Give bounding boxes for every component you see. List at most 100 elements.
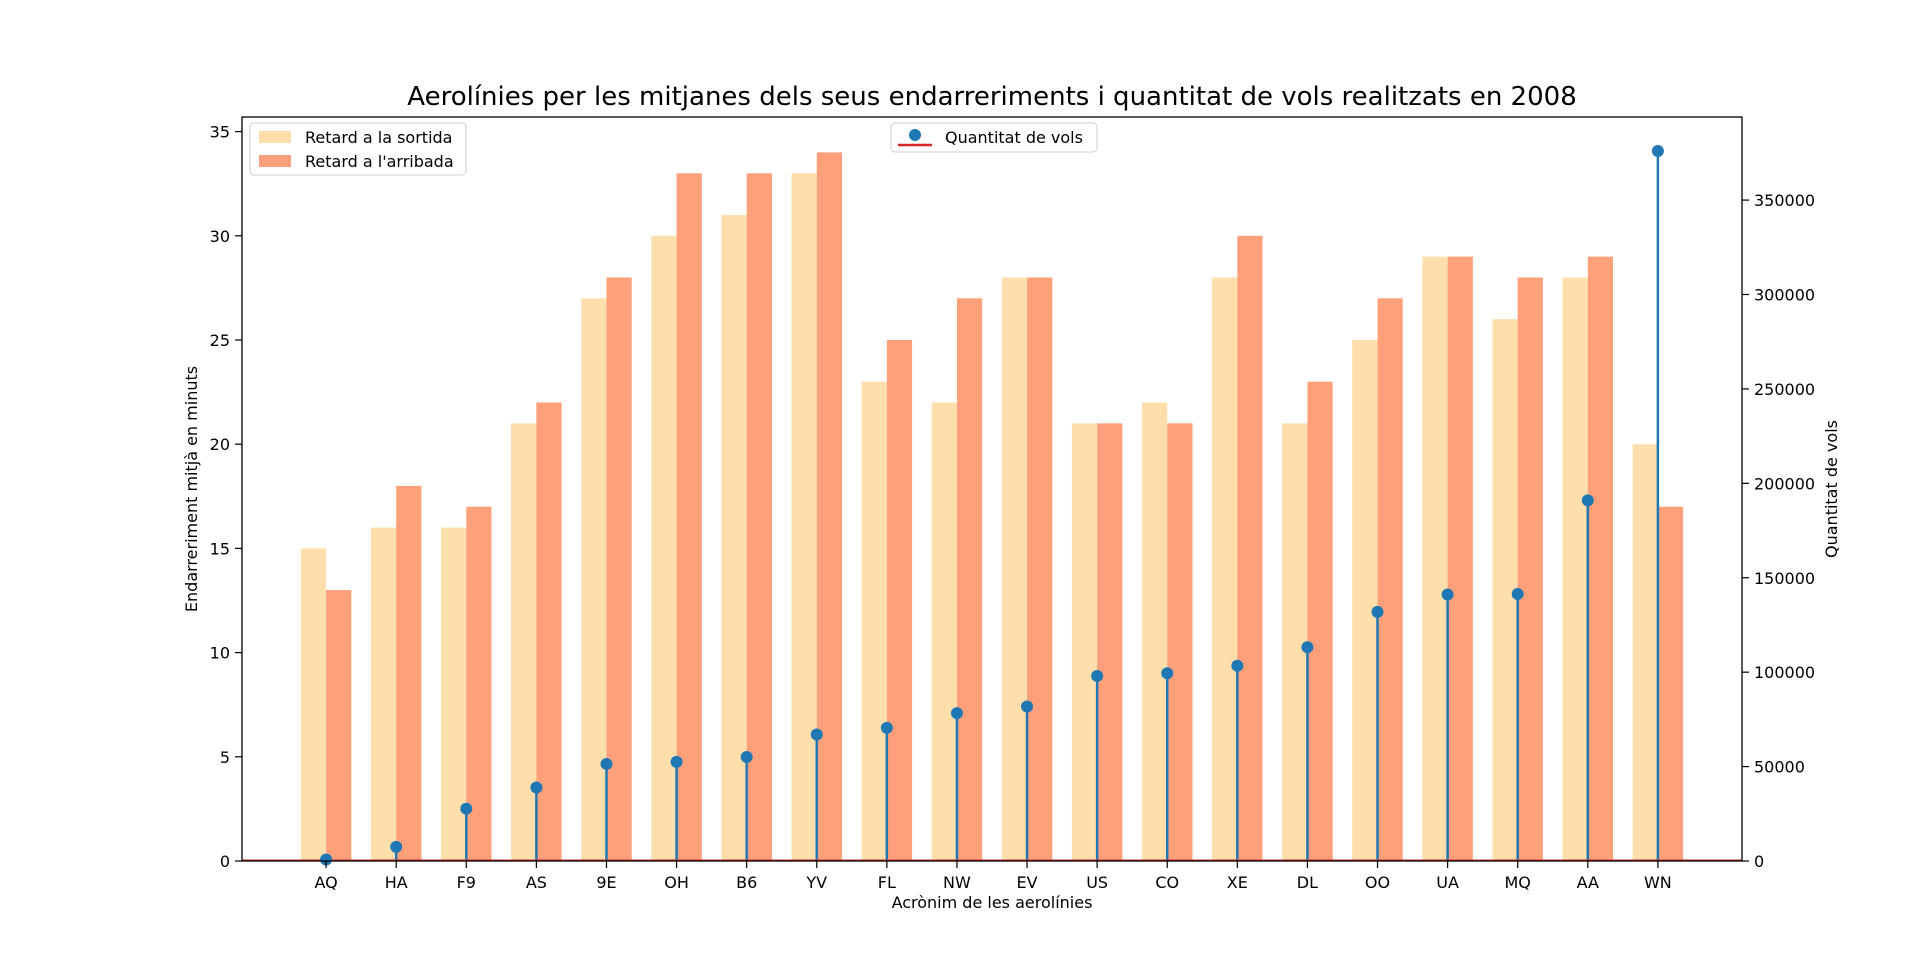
stem-marker-dl [1301, 641, 1314, 654]
legend-delays-box [249, 122, 467, 176]
bar-arrival-us [1097, 423, 1123, 861]
y-axis-right: 0 50000 100000 150000 200000 250000 300000 3500… [1742, 191, 1815, 871]
x-tick-label-wn: WN [1644, 873, 1672, 892]
x-tick-label-nw: NW [943, 873, 971, 892]
y-tick-label: 10 [210, 644, 230, 663]
bar-arrival-ev [1027, 277, 1053, 861]
x-tick-label-f9: F9 [457, 873, 476, 892]
y-tick-label: 35 [210, 123, 230, 142]
x-axis-label: Acrònim de les aerolínies [892, 893, 1093, 912]
bar-departure-oh [651, 235, 677, 861]
bar-departure-fl [861, 381, 887, 861]
y-tick-label: 20 [210, 435, 230, 454]
bar-departure-ev [1001, 277, 1028, 861]
bar-arrival-ua [1447, 256, 1473, 861]
bar-departure-9e [581, 298, 607, 861]
x-tick-label-co: CO [1155, 873, 1179, 892]
legend-marker-dot [909, 129, 921, 141]
y2-tick-label: 300000 [1754, 286, 1815, 305]
stem-marker-mq [1511, 587, 1524, 600]
bar-arrival-co [1167, 423, 1193, 861]
y-tick-label: 15 [210, 539, 230, 558]
y2-tick-label: 250000 [1754, 380, 1815, 399]
bar-arrival-oh [676, 173, 702, 861]
bar-departure-dl [1282, 423, 1308, 861]
bar-arrival-mq [1517, 277, 1543, 861]
y-axis-left: 0 5 10 15 20 25 30 35 [210, 123, 242, 871]
y2-tick-label: 50000 [1754, 758, 1805, 777]
stem-marker-as [530, 781, 543, 794]
stem-marker-fl [880, 721, 893, 734]
y-tick-label: 0 [220, 852, 230, 871]
bar-arrival-oo [1377, 298, 1403, 861]
bar-departure-yv [791, 173, 817, 861]
x-tick-label-ev: EV [1017, 873, 1038, 892]
x-tick-label-as: AS [526, 873, 547, 892]
y-tick-label: 30 [210, 227, 230, 246]
bar-arrival-xe [1237, 235, 1263, 861]
stem-marker-aa [1581, 494, 1594, 507]
stem-marker-aq [320, 853, 333, 866]
stem-marker-ev [1021, 700, 1034, 713]
y2-tick-label: 100000 [1754, 663, 1815, 682]
bar-departure-wn [1632, 444, 1658, 861]
stem-marker-ha [390, 840, 403, 853]
bar-departure-b6 [721, 214, 747, 861]
bar-arrival-f9 [466, 506, 492, 861]
bar-departure-as [511, 423, 537, 861]
legend-label-arrival: Retard a l'arribada [305, 152, 454, 171]
y-tick-label: 5 [220, 748, 230, 767]
y2-tick-label: 0 [1754, 852, 1764, 871]
legend-delays: Retard a la sortida Retard a l'arribada [249, 122, 467, 176]
bar-departure-ua [1422, 256, 1448, 861]
stem-marker-co [1161, 667, 1174, 680]
legend-flights: Quantitat de vols [890, 122, 1098, 153]
y2-tick-label: 200000 [1754, 474, 1815, 493]
x-tick-label-us: US [1086, 873, 1108, 892]
bar-arrival-as [536, 402, 562, 861]
x-tick-label-oh: OH [664, 873, 689, 892]
bar-arrival-yv [816, 152, 842, 861]
bar-departure-nw [931, 402, 957, 861]
bar-arrival-fl [886, 339, 913, 862]
stem-marker-yv [810, 728, 823, 741]
bar-arrival-nw [956, 298, 983, 861]
plot-frame [241, 116, 1743, 862]
stem-marker-ua [1441, 588, 1454, 601]
x-tick-label-aq: AQ [314, 873, 337, 892]
stem-marker-wn [1651, 144, 1664, 157]
bar-arrival-ha [396, 485, 422, 861]
stem-marker-f9 [460, 802, 473, 815]
stem-marker-oh [670, 755, 683, 768]
x-tick-label-yv: YV [805, 873, 827, 892]
y2-tick-label: 350000 [1754, 191, 1815, 210]
bar-arrival-aq [326, 590, 352, 861]
x-tick-label-b6: B6 [736, 873, 757, 892]
bars-layer [300, 152, 1684, 862]
legend-swatch-departure [259, 131, 291, 143]
y-tick-label: 25 [210, 331, 230, 350]
bar-arrival-wn [1657, 506, 1684, 861]
chart-title: Aerolínies per les mitjanes dels seus en… [407, 82, 1576, 112]
x-axis: AQ HA F9 AS 9E OH B6 YV FL NW EV US CO XE DL OO UA MQ AA WN [314, 861, 1672, 892]
stem-marker-9e [600, 757, 613, 770]
stem-marker-nw [950, 707, 963, 720]
bar-departure-oo [1352, 339, 1378, 862]
legend-label-departure: Retard a la sortida [305, 128, 452, 147]
stems-layer [242, 144, 1742, 866]
bar-arrival-dl [1307, 381, 1333, 861]
legend-flights-box [890, 122, 1098, 153]
legend-swatch-arrival [259, 155, 291, 167]
bar-departure-xe [1212, 277, 1238, 861]
x-tick-label-dl: DL [1297, 873, 1318, 892]
legend-label-flights: Quantitat de vols [945, 128, 1083, 147]
y-axis-label: Endarreriment mitjà en minuts [182, 366, 201, 612]
x-tick-label-ua: UA [1436, 873, 1459, 892]
x-tick-label-mq: MQ [1504, 873, 1530, 892]
y2-tick-label: 150000 [1754, 569, 1815, 588]
stem-marker-us [1091, 669, 1104, 682]
bar-departure-aa [1562, 277, 1588, 861]
bar-departure-aq [300, 548, 327, 861]
x-tick-label-ha: HA [385, 873, 408, 892]
